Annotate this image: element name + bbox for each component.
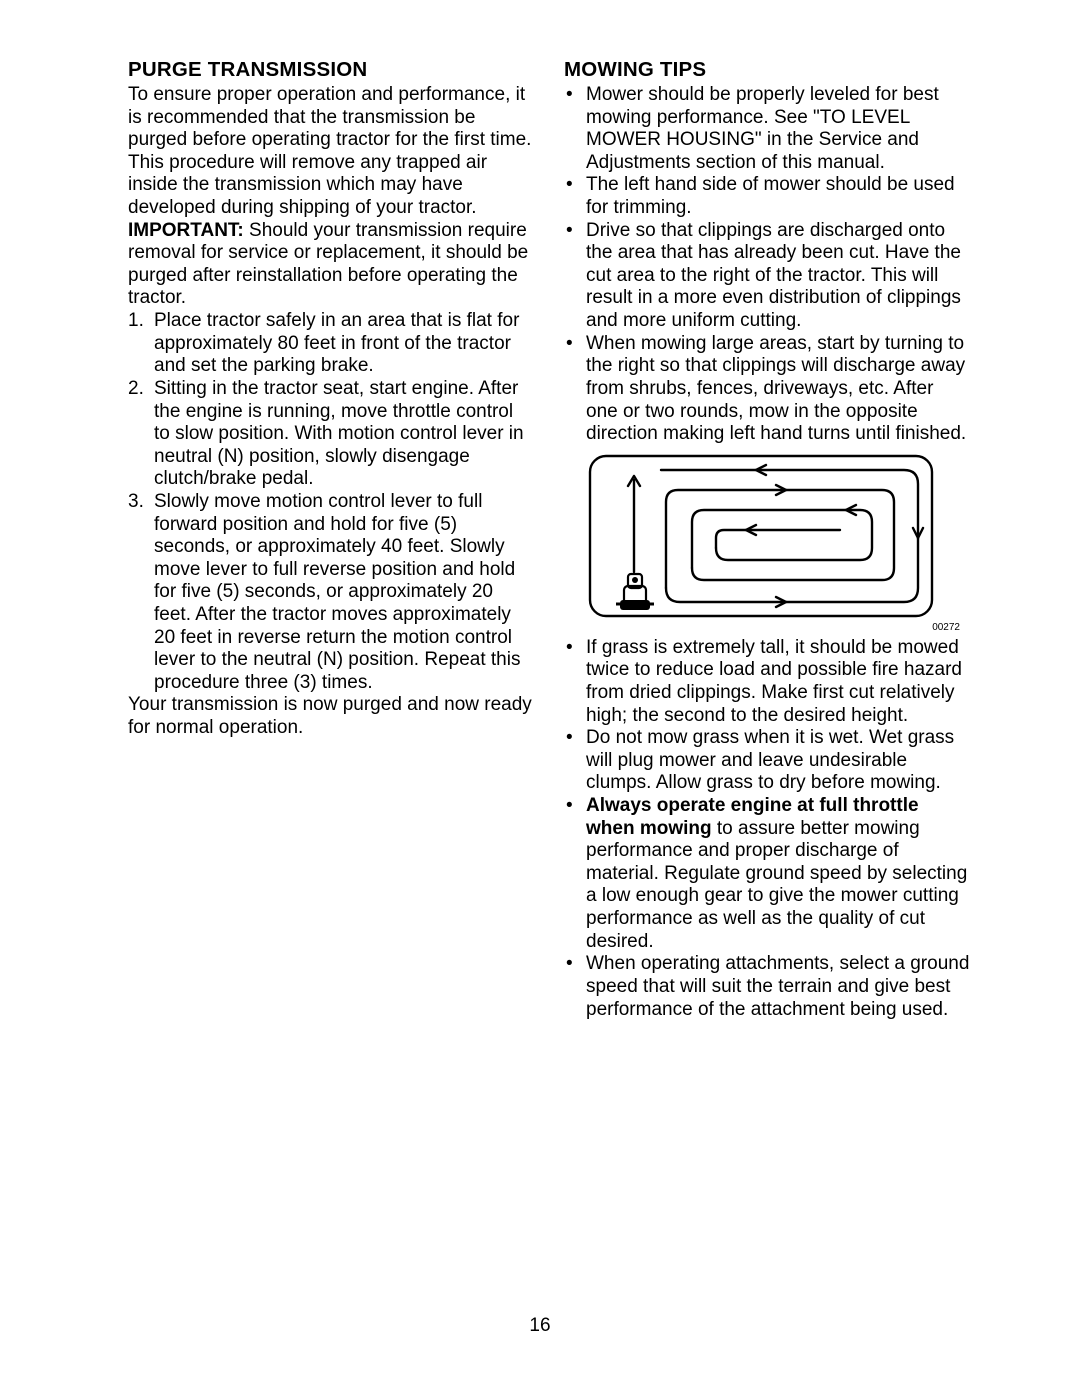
spiral-mowing-icon [586,452,936,624]
right-column: MOWING TIPS Mower should be properly lev… [564,58,970,1021]
page-number: 16 [0,1315,1080,1337]
tip-item: If grass is extremely tall, it should be… [564,637,970,727]
purge-step: 3.Slowly move motion control lever to fu… [128,491,534,694]
tip-item: When mowing large areas, start by turnin… [564,333,970,446]
tip-text: When operating attachments, select a gro… [586,953,969,1019]
tip-item: Drive so that clippings are discharged o… [564,220,970,333]
purge-outro: Your transmission is now purged and now … [128,694,534,739]
tip-text: When mowing large areas, start by turnin… [586,333,966,444]
left-column: PURGE TRANSMISSION To ensure proper oper… [128,58,534,1021]
tip-text: Do not mow grass when it is wet. Wet gra… [586,727,954,793]
tip-item: Do not mow grass when it is wet. Wet gra… [564,727,970,795]
tip-item: The left hand side of mower should be us… [564,174,970,219]
mowing-heading: MOWING TIPS [564,58,970,82]
tip-text: Mower should be properly leveled for bes… [586,84,939,173]
step-text: Slowly move motion control lever to full… [154,491,520,693]
tip-text: The left hand side of mower should be us… [586,174,955,218]
mowing-pattern-diagram: 00272 [586,452,970,633]
diagram-code: 00272 [586,622,970,633]
tip-text: If grass is extremely tall, it should be… [586,637,962,726]
tip-item: Always operate engine at full throttle w… [564,795,970,953]
mowing-tips-top: Mower should be properly leveled for bes… [564,84,970,446]
important-label: IMPORTANT: [128,220,244,241]
step-text: Sitting in the tractor seat, start engin… [154,378,524,489]
tip-item: When operating attachments, select a gro… [564,953,970,1021]
step-text: Place tractor safely in an area that is … [154,310,519,376]
purge-heading: PURGE TRANSMISSION [128,58,534,82]
tip-item: Mower should be properly leveled for bes… [564,84,970,174]
purge-step: 1.Place tractor safely in an area that i… [128,310,534,378]
purge-important: IMPORTANT: Should your transmission requ… [128,220,534,310]
manual-page: PURGE TRANSMISSION To ensure proper oper… [0,0,1080,1021]
tip-text: Drive so that clippings are discharged o… [586,220,961,331]
purge-step: 2.Sitting in the tractor seat, start eng… [128,378,534,491]
purge-intro: To ensure proper operation and performan… [128,84,534,220]
purge-steps: 1.Place tractor safely in an area that i… [128,310,534,694]
tractor-icon [616,574,654,610]
mowing-tips-bottom: If grass is extremely tall, it should be… [564,637,970,1021]
